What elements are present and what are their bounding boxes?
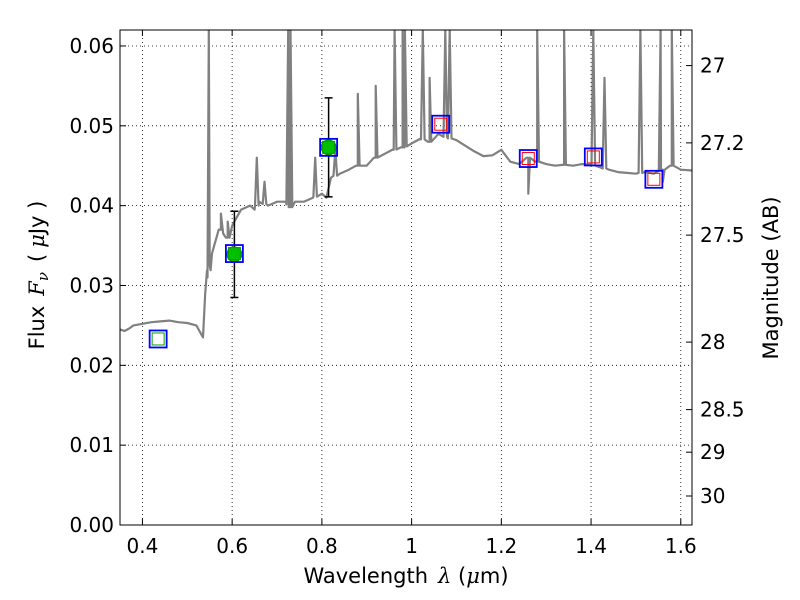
x-tick-label: 0.4: [127, 534, 159, 558]
model-point-box: [518, 149, 538, 168]
model-spectrum: [120, 30, 692, 339]
model-point-box: [319, 137, 339, 157]
y-axis-label: FluxFν(μJy ): [25, 201, 52, 350]
model-point-inner: [322, 140, 336, 154]
plot-frame: [119, 29, 693, 526]
y-tick-label: 0.05: [69, 114, 114, 138]
y2-tick-label: 27.2: [700, 131, 745, 155]
y2-tick-label: 27: [700, 54, 725, 78]
model-point-inner: [586, 150, 600, 164]
y2-axis-label: Magnitude (AB): [759, 196, 783, 359]
model-point-box: [431, 114, 451, 134]
y-tick-label: 0.03: [69, 273, 114, 297]
y-tick-label: 0.00: [69, 513, 114, 537]
y2-tick-label: 28: [700, 330, 725, 354]
y-tick-label: 0.02: [69, 353, 114, 377]
model-point-box: [583, 147, 603, 167]
model-point-inner: [151, 332, 165, 346]
model-point-box: [148, 329, 168, 349]
y-tick-label: 0.06: [69, 34, 114, 58]
model-point-box: [224, 244, 244, 263]
y2-tick-label: 28.5: [700, 398, 745, 422]
y2-tick-label: 30: [700, 484, 725, 508]
model-point-inner: [227, 247, 241, 261]
y2-axis-ticks: 27 27.2 27.5 28 28.5 29 30: [686, 54, 745, 508]
x-tick-label: 0.8: [306, 534, 338, 558]
model-point-inner: [434, 117, 448, 131]
model-point-inner: [647, 172, 661, 186]
x-tick-label: 1: [405, 534, 418, 558]
y2-tick-label: 27.5: [700, 223, 745, 247]
observed-point: [320, 139, 337, 156]
model-points: [148, 114, 664, 349]
y-tick-label: 0.01: [69, 433, 114, 457]
x-tick-label: 1.4: [575, 534, 607, 558]
y-tick-label: 0.04: [69, 194, 114, 218]
model-point-box: [644, 169, 664, 189]
spectrum-line: [120, 30, 692, 339]
model-point-inner: [521, 152, 535, 166]
y2-tick-label: 29: [700, 440, 725, 464]
x-axis-label: Wavelength λ (μm): [303, 564, 508, 588]
x-axis-ticks: 0.4 0.6 0.8 1 1.2 1.4 1.6: [127, 30, 697, 558]
x-tick-label: 0.6: [216, 534, 248, 558]
y-axis-ticks: 0.00 0.01 0.02 0.03 0.04 0.05 0.06: [69, 34, 126, 537]
x-tick-label: 1.6: [665, 534, 697, 558]
x-tick-label: 1.2: [485, 534, 517, 558]
